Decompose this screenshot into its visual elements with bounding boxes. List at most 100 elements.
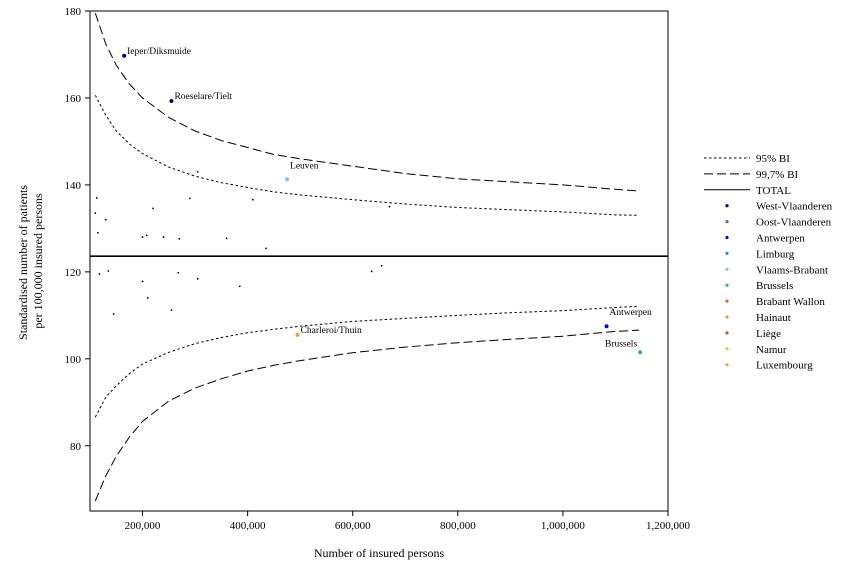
legend-label: Luxembourg xyxy=(756,360,813,372)
legend-point-swatch xyxy=(725,299,729,303)
district-point xyxy=(112,313,115,315)
legend-point-swatch xyxy=(725,220,729,224)
legend-item-99-7-bi: 99,7% BI xyxy=(704,169,799,181)
highlighted-point-charleroi-thuin xyxy=(295,332,300,337)
legend-point-swatch xyxy=(725,331,729,335)
legend-label: 99,7% BI xyxy=(756,169,799,181)
district-point xyxy=(95,197,98,199)
x-tick-label: 1,000,000 xyxy=(541,520,586,532)
legend-item-west-vlaanderen: West-Vlaanderen xyxy=(725,201,833,213)
district-point xyxy=(178,237,181,240)
confidence-limits xyxy=(94,13,640,502)
legend-item-hainaut: Hainaut xyxy=(725,312,791,324)
x-tick-label: 200,000 xyxy=(125,520,161,532)
x-tick-label: 400,000 xyxy=(230,520,266,532)
district-point xyxy=(251,198,254,201)
99-7-bi-lower-limit xyxy=(94,329,640,502)
legend-label: West-Vlaanderen xyxy=(756,201,833,213)
legend-point-swatch xyxy=(725,347,729,351)
legend-item-li-ge: Liège xyxy=(725,328,781,340)
legend: 95% BI 99,7% BI TOTAL West-Vlaanderen Oost-V… xyxy=(704,153,833,372)
x-axis: 200,000 400,000 600,000 800,000 1,000,000 1,2… xyxy=(125,511,691,532)
x-tick-label: 600,000 xyxy=(335,520,371,532)
highlighted-point-leuven xyxy=(285,177,290,182)
y-axis-title-line-1: Standardised number of patients xyxy=(16,185,30,340)
district-point xyxy=(196,277,199,280)
district-point xyxy=(145,234,148,237)
district-point xyxy=(141,280,144,283)
highlighted-point-ieper-diksmuide xyxy=(122,53,127,58)
district-point xyxy=(94,212,97,215)
point-label-ieper-diksmuide: Ieper/Diksmuide xyxy=(127,47,191,57)
legend-item-brussels: Brussels xyxy=(725,280,793,292)
legend-label: Vlaams-Brabant xyxy=(756,264,828,276)
x-tick-label: 1,200,000 xyxy=(646,520,691,532)
legend-item-vlaams-brabant: Vlaams-Brabant xyxy=(725,264,828,276)
point-label-brussels: Brussels xyxy=(605,339,638,349)
legend-point-swatch xyxy=(725,363,729,367)
legend-point-swatch xyxy=(725,315,729,319)
y-tick-label: 80 xyxy=(70,441,82,453)
district-point xyxy=(96,231,99,234)
legend-point-swatch xyxy=(725,204,729,208)
y-tick-label: 100 xyxy=(65,354,82,366)
y-tick-label: 140 xyxy=(65,180,82,192)
legend-item-total: TOTAL xyxy=(704,185,791,197)
legend-item-limburg: Limburg xyxy=(725,248,795,260)
point-label-leuven: Leuven xyxy=(290,161,319,171)
legend-label: TOTAL xyxy=(756,185,791,197)
legend-item-namur: Namur xyxy=(725,344,787,356)
legend-label: Brabant Wallon xyxy=(756,296,825,308)
legend-point-swatch xyxy=(725,235,729,240)
point-annotations: Ieper/Diksmuide Roeselare/Tielt Leuven Char… xyxy=(127,47,652,350)
district-point xyxy=(380,264,383,267)
legend-label: Namur xyxy=(756,344,787,356)
legend-label: Hainaut xyxy=(756,312,791,324)
y-axis: 80 100 120 140 160 180 xyxy=(65,6,90,453)
highlighted-point-antwerpen xyxy=(604,324,609,329)
district-point xyxy=(98,273,101,275)
highlighted-point-roeselare-tielt xyxy=(169,99,174,103)
legend-item-brabant-wallon: Brabant Wallon xyxy=(725,296,825,308)
district-point xyxy=(152,207,154,210)
legend-item-oost-vlaanderen: Oost-Vlaanderen xyxy=(725,217,832,229)
y-tick-label: 160 xyxy=(65,93,82,105)
plot-area-frame xyxy=(89,10,669,512)
data-points xyxy=(94,53,643,355)
district-point xyxy=(146,297,149,299)
point-label-antwerpen: Antwerpen xyxy=(610,308,652,318)
y-tick-label: 120 xyxy=(65,267,82,279)
legend-point-swatch xyxy=(725,267,729,271)
legend-item-95-bi: 95% BI xyxy=(704,153,790,165)
99-7-bi-upper-limit xyxy=(94,13,640,192)
legend-label: Oost-Vlaanderen xyxy=(756,217,832,229)
district-point xyxy=(188,197,191,200)
x-tick-label: 800,000 xyxy=(440,520,476,532)
legend-label: Brussels xyxy=(756,280,793,292)
legend-item-luxembourg: Luxembourg xyxy=(725,360,813,372)
legend-label: 95% BI xyxy=(756,153,790,165)
95-bi-lower-limit xyxy=(94,305,640,418)
point-label-roeselare-tielt: Roeselare/Tielt xyxy=(174,92,232,102)
district-point xyxy=(225,237,228,240)
district-point xyxy=(238,285,241,288)
district-point xyxy=(104,218,107,221)
district-point xyxy=(141,236,144,238)
district-point xyxy=(265,247,267,250)
highlighted-point-brussels xyxy=(638,350,643,355)
y-axis-title-line-2: per 100,000 insured persons xyxy=(31,193,45,329)
legend-point-swatch xyxy=(725,251,729,255)
legend-label: Limburg xyxy=(756,248,795,260)
point-label-charleroi-thuin: Charleroi/Thuin xyxy=(301,326,362,336)
district-point xyxy=(170,309,173,312)
district-point xyxy=(388,205,391,208)
district-point xyxy=(196,170,199,173)
legend-item-antwerpen: Antwerpen xyxy=(725,233,805,245)
y-tick-label: 180 xyxy=(65,6,82,18)
district-point xyxy=(107,270,110,272)
district-point xyxy=(370,270,373,273)
legend-label: Antwerpen xyxy=(756,233,805,245)
district-point xyxy=(177,271,180,274)
